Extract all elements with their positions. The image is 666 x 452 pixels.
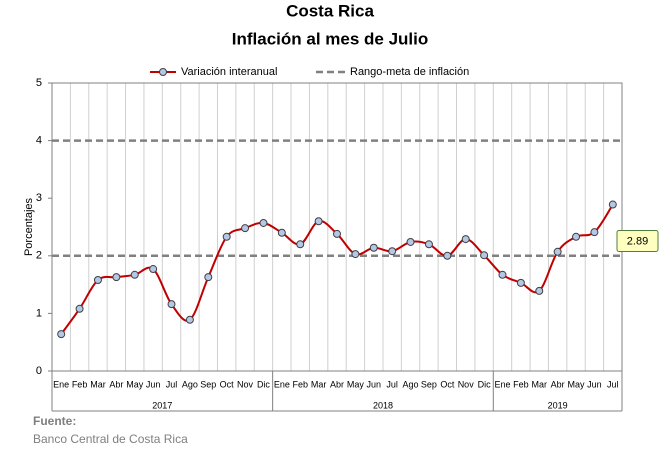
marker [553,247,562,256]
group-label: 2018 [373,400,393,410]
marker [75,304,84,313]
marker [185,315,194,324]
legend-label: Rango-meta de inflación [350,66,469,78]
x-tick-label: Abr [109,379,123,389]
marker [333,229,341,238]
x-tick-label: Mar [532,379,548,389]
y-axis-label: Porcentajes [23,197,35,256]
group-label: 2017 [152,400,172,410]
x-tick-label: Ago [403,379,419,389]
chart-subtitle: Inflación al mes de Julio [232,29,429,48]
x-tick-label: Oct [220,379,235,389]
x-tick-label: Mar [90,379,106,389]
marker [259,218,268,227]
marker [93,275,102,284]
x-tick-label: Dic [478,379,491,389]
chart-title: Costa Rica [286,1,374,20]
marker [277,228,286,237]
x-tick-label: May [568,379,586,389]
marker [443,251,452,260]
x-tick-label: Ene [53,379,69,389]
x-tick-label: Abr [551,379,565,389]
legend-label: Variación interanual [181,66,277,78]
marker [351,250,360,259]
marker [130,270,139,279]
marker [388,247,397,256]
x-tick-label: Ene [494,379,510,389]
x-tick-label: Jun [587,379,602,389]
y-tick-label: 3 [36,192,42,204]
source: Banco Central de Costa Rica [33,432,188,446]
marker [369,243,378,252]
y-tick-label: 2 [36,250,42,262]
marker [608,200,617,209]
x-tick-label: Dic [257,379,270,389]
marker [314,217,323,226]
y-tick-label: 0 [36,365,42,377]
source-title: Fuente: [33,414,76,428]
x-tick-label: Nov [237,379,254,389]
marker [406,237,415,246]
marker [461,235,470,244]
x-tick-label: Sep [421,379,437,389]
x-tick-label: Nov [458,379,475,389]
marker [572,232,581,241]
x-tick-label: Mar [311,379,327,389]
x-tick-label: Jul [166,379,178,389]
marker [149,265,158,274]
value-label-box [616,230,659,253]
x-tick-label: Feb [292,379,308,389]
x-tick-label: Feb [72,379,88,389]
x-tick-label: May [126,379,144,389]
x-tick-label: Oct [440,379,455,389]
x-tick-label: Ene [274,379,290,389]
x-tick-label: Abr [330,379,344,389]
marker [222,232,231,241]
x-tick-label: May [347,379,365,389]
marker [424,240,433,249]
x-tick-label: Ago [182,379,198,389]
marker [516,278,525,287]
x-tick-label: Jul [607,379,619,389]
marker [241,224,250,233]
x-tick-label: Sep [200,379,216,389]
value-label: 2.89 [627,235,648,247]
plot-border [51,82,623,372]
marker [57,330,66,339]
x-tick-label: Jun [367,379,382,389]
marker [498,270,507,279]
x-tick-label: Feb [513,379,529,389]
y-tick-label: 4 [36,135,42,147]
marker [590,228,599,237]
y-tick-label: 1 [36,307,42,319]
marker [204,273,213,282]
marker [535,286,544,295]
x-tick-label: Jun [146,379,161,389]
legend-marker [159,68,167,76]
marker [480,251,489,260]
group-label: 2019 [548,400,568,410]
marker [112,273,121,282]
y-tick-label: 5 [36,77,42,89]
x-tick-label: Jul [386,379,398,389]
marker [167,300,176,309]
marker [296,240,305,249]
